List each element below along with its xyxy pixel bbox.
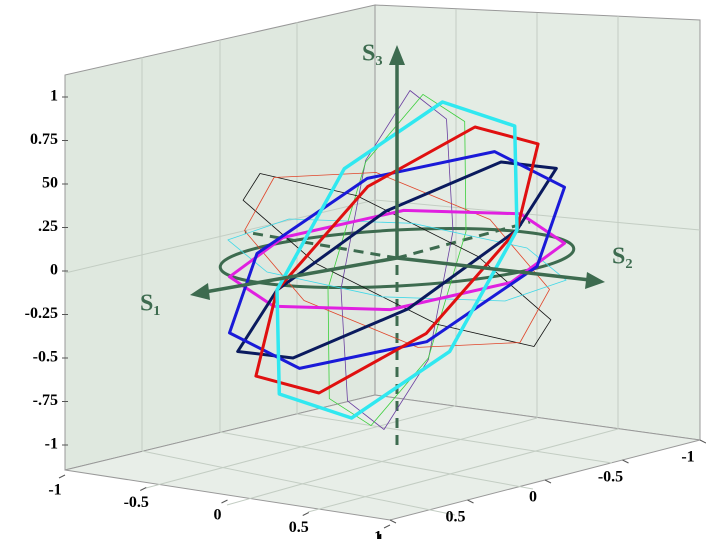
- curves: [227, 90, 567, 430]
- y-axis-label: S₂: [612, 244, 633, 270]
- x-tick: [140, 487, 147, 491]
- z-tick-label: .25: [38, 218, 58, 235]
- z-tick-label: -.75: [33, 392, 58, 409]
- z-axis-label: S₃: [362, 41, 383, 67]
- ticks: 10.7550.250-0.25-0.5-.75-1-1-0.500.5110.…: [25, 88, 706, 544]
- y-tick: [622, 459, 629, 464]
- y-tick-label: -1: [681, 449, 694, 466]
- y-tick-label: 0: [529, 489, 537, 506]
- y-tick-label: 1: [374, 529, 382, 539]
- y-tick-label: -0.5: [598, 469, 623, 486]
- x-tick: [221, 499, 228, 504]
- x-tick-label: 0.5: [289, 519, 309, 536]
- x-axis-label: S₁: [140, 291, 161, 317]
- z-tick-label: 1: [50, 88, 58, 105]
- x-tick: [383, 524, 391, 529]
- x-tick-label: 0: [214, 507, 222, 524]
- z-tick-label: 0: [50, 262, 58, 279]
- axes: [190, 45, 605, 300]
- z-tick-label: -0.25: [25, 305, 58, 322]
- z-tick-label: -1: [45, 436, 58, 453]
- x-tick: [302, 512, 309, 516]
- y-tick-label: 0.5: [446, 509, 466, 526]
- x-tick-label: -1: [48, 482, 61, 499]
- curve: [228, 150, 566, 370]
- curve: [254, 125, 540, 395]
- curve: [236, 160, 558, 360]
- y-tick: [544, 479, 552, 484]
- x-tick-label: 1: [376, 532, 384, 539]
- y-tick: [699, 439, 706, 444]
- z-tick-label: 0.75: [30, 131, 58, 148]
- z-tick-label: 50: [42, 175, 58, 192]
- z-tick-label: -0.5: [33, 349, 58, 366]
- y-tick: [389, 519, 397, 524]
- curve: [275, 100, 519, 420]
- x-tick: [58, 474, 66, 479]
- y-tick: [467, 499, 474, 504]
- x-tick-label: -0.5: [124, 494, 149, 511]
- curve: [340, 90, 454, 430]
